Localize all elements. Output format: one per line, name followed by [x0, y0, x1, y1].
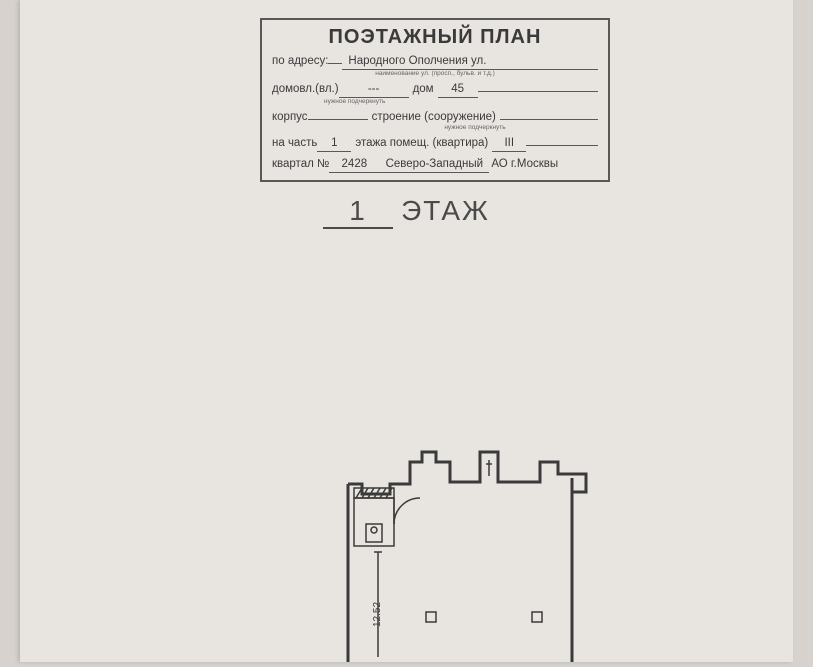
- ownership-value: ---: [339, 83, 409, 98]
- document-title: ПОЭТАЖНЫЙ ПЛАН: [272, 26, 598, 49]
- address-value: Народного Ополчения ул.: [342, 55, 598, 70]
- floor-heading: 1 ЭТАЖ: [20, 195, 793, 229]
- floor-plan-svg: [340, 452, 600, 662]
- title-box: ПОЭТАЖНЫЙ ПЛАН по адресу: Народного Опол…: [260, 18, 610, 182]
- ownership-hint: нужное подчеркнуть: [272, 99, 598, 106]
- row-house: домовл.(вл.) --- дом 45: [272, 80, 598, 97]
- apartment-value: III: [492, 137, 526, 152]
- ownership-label: домовл.(вл.): [272, 83, 339, 97]
- korpus-value: [308, 119, 368, 120]
- quarter-value: 2428: [329, 158, 379, 173]
- building-label: строение (сооружение): [368, 111, 500, 125]
- floor-number: 1: [323, 195, 393, 229]
- document-sheet: ПОЭТАЖНЫЙ ПЛАН по адресу: Народного Опол…: [20, 0, 793, 662]
- district-suffix: АО г.Москвы: [489, 158, 558, 172]
- building-value: [500, 108, 598, 120]
- dimension-left: 12.52: [372, 602, 383, 627]
- row-part: на часть 1 этажа помещ. (квартира) III: [272, 135, 598, 152]
- floor-plan: 12.52: [340, 452, 600, 662]
- floor-label: ЭТАЖ: [401, 195, 490, 226]
- house-value: 45: [438, 83, 478, 98]
- address-label: по адресу:: [272, 55, 328, 69]
- part-label-a: на часть: [272, 137, 317, 151]
- row-building: корпус строение (сооружение): [272, 108, 598, 124]
- district-value: Северо-Западный: [379, 158, 489, 173]
- quarter-label: квартал №: [272, 158, 329, 172]
- part-value: 1: [317, 137, 351, 152]
- part-label-b: этажа помещ. (квартира): [351, 137, 492, 151]
- korpus-label: корпус: [272, 111, 308, 125]
- row-address: по адресу: Народного Ополчения ул.: [272, 55, 598, 70]
- address-hint: наименование ул. (просп., бульв. и т.д.): [272, 71, 598, 78]
- building-hint: нужное подчеркнуть: [272, 125, 598, 132]
- row-quarter: квартал № 2428 Северо-Западный АО г.Моск…: [272, 158, 598, 173]
- house-label: дом: [409, 83, 438, 97]
